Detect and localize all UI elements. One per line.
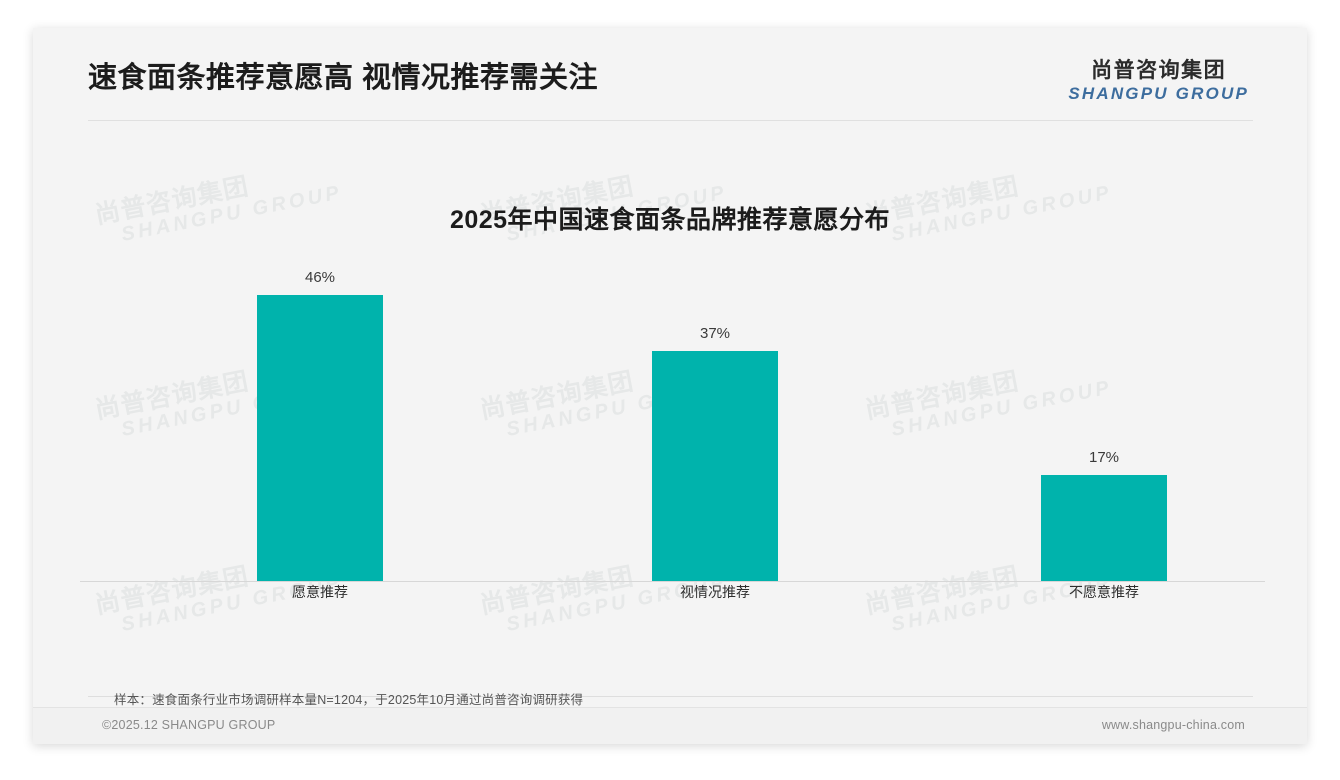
chart-plot-area: 46% 37% 17% xyxy=(80,248,1265,582)
chart-bar-value-label: 37% xyxy=(699,325,731,342)
slide-header: 速食面条推荐意愿高 视情况推荐需关注 尚普咨询集团 SHANGPU GROUP xyxy=(33,28,1307,121)
chart-x-axis-line xyxy=(80,581,1265,582)
chart-bar[interactable] xyxy=(652,351,778,581)
brand-logo-cn: 尚普咨询集团 xyxy=(1091,59,1227,82)
chart-bar-value-label: 17% xyxy=(1088,449,1120,466)
slide-footer: ©2025.12 SHANGPU GROUP www.shangpu-china… xyxy=(33,707,1307,744)
brand-logo-en: SHANGPU GROUP xyxy=(1068,84,1249,103)
chart-container: 2025年中国速食面条品牌推荐意愿分布 46% 37% 17% 愿意推荐 视情况推荐 不… xyxy=(33,120,1307,680)
chart-bar-value-label: 46% xyxy=(304,269,336,286)
brand-logo: 尚普咨询集团 SHANGPU GROUP xyxy=(1068,60,1249,102)
chart-category-label: 不愿意推荐 xyxy=(1069,584,1139,600)
slide-card: 尚普咨询集团 SHANGPU GROUP 尚普咨询集团 SHANGPU GROUP 尚普… xyxy=(33,28,1307,744)
chart-category-label: 愿意推荐 xyxy=(292,584,348,600)
chart-category-axis: 愿意推荐 视情况推荐 不愿意推荐 xyxy=(80,582,1265,622)
chart-title: 2025年中国速食面条品牌推荐意愿分布 xyxy=(449,206,891,234)
chart-bar[interactable] xyxy=(1041,475,1167,581)
chart-bar-group[interactable]: 17% xyxy=(1014,247,1194,581)
page-title: 速食面条推荐意愿高 视情况推荐需关注 xyxy=(88,62,599,94)
header-divider xyxy=(88,120,1253,121)
footer-copyright: ©2025.12 SHANGPU GROUP xyxy=(102,718,276,732)
chart-bar-group[interactable]: 46% xyxy=(230,247,410,581)
footer-website: www.shangpu-china.com xyxy=(1101,718,1245,732)
footnote-text: 样本：速食面条行业市场调研样本量N=1204，于2025年10月通过尚普咨询调研… xyxy=(114,693,584,707)
chart-category-label: 视情况推荐 xyxy=(680,584,750,600)
footnote-divider xyxy=(88,696,1253,697)
chart-bar-group[interactable]: 37% xyxy=(625,247,805,581)
chart-bar[interactable] xyxy=(257,295,383,581)
